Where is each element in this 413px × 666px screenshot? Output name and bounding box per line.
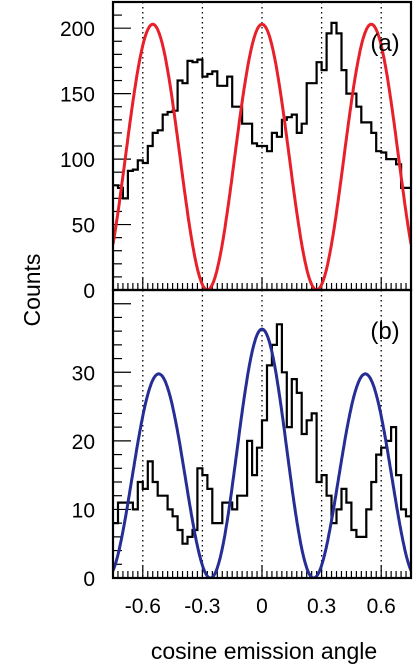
panel-b-label: (b) xyxy=(370,318,399,345)
y-tick-label: 0 xyxy=(83,280,95,303)
panel-b-ticks xyxy=(112,289,412,579)
histogram-series xyxy=(113,21,411,200)
panel-b-histogram xyxy=(113,323,411,545)
x-tick-label: -0.6 xyxy=(125,595,161,618)
histogram-series xyxy=(113,323,411,545)
y-tick-label: 150 xyxy=(60,84,95,107)
y-tick-label: 100 xyxy=(60,149,95,172)
y-tick-label: 10 xyxy=(72,499,95,522)
panel-b-fit-curve xyxy=(113,327,411,578)
panel-b-frame xyxy=(111,288,413,580)
y-tick-label: 30 xyxy=(72,362,95,385)
y-tick-label: 50 xyxy=(72,215,95,238)
y-tick-label: 0 xyxy=(83,568,95,591)
x-tick-label: 0.6 xyxy=(367,595,396,618)
panel-b-gridlines xyxy=(142,290,382,578)
x-tick-label: 0.3 xyxy=(307,595,336,618)
panel-b-y-tick-labels: 0 10 20 30 xyxy=(72,362,95,591)
y-tick-label: 20 xyxy=(72,431,95,454)
panel-a: (a) 0 50 100 150 200 xyxy=(60,0,413,303)
y-axis-title: Counts xyxy=(19,254,45,327)
x-axis-title: cosine emission angle xyxy=(151,638,377,664)
panel-a-ticks xyxy=(112,1,412,291)
panel-b-x-tick-labels: -0.6 -0.3 0 0.3 0.6 xyxy=(125,595,396,618)
panel-a-histogram xyxy=(113,21,411,200)
fit-curve-series xyxy=(113,22,411,290)
x-tick-label: 0 xyxy=(256,595,268,618)
panel-a-gridlines xyxy=(142,2,382,290)
panel-a-y-tick-labels: 0 50 100 150 200 xyxy=(60,18,95,303)
y-tick-label: 200 xyxy=(60,18,95,41)
panel-b: (b) 0 10 20 30 -0.6 -0.3 0 0.3 0.6 xyxy=(72,288,413,618)
x-tick-label: -0.3 xyxy=(184,595,220,618)
panel-a-label: (a) xyxy=(370,30,399,57)
panel-a-fit-curve xyxy=(113,22,411,290)
fit-curve-series xyxy=(113,327,411,578)
